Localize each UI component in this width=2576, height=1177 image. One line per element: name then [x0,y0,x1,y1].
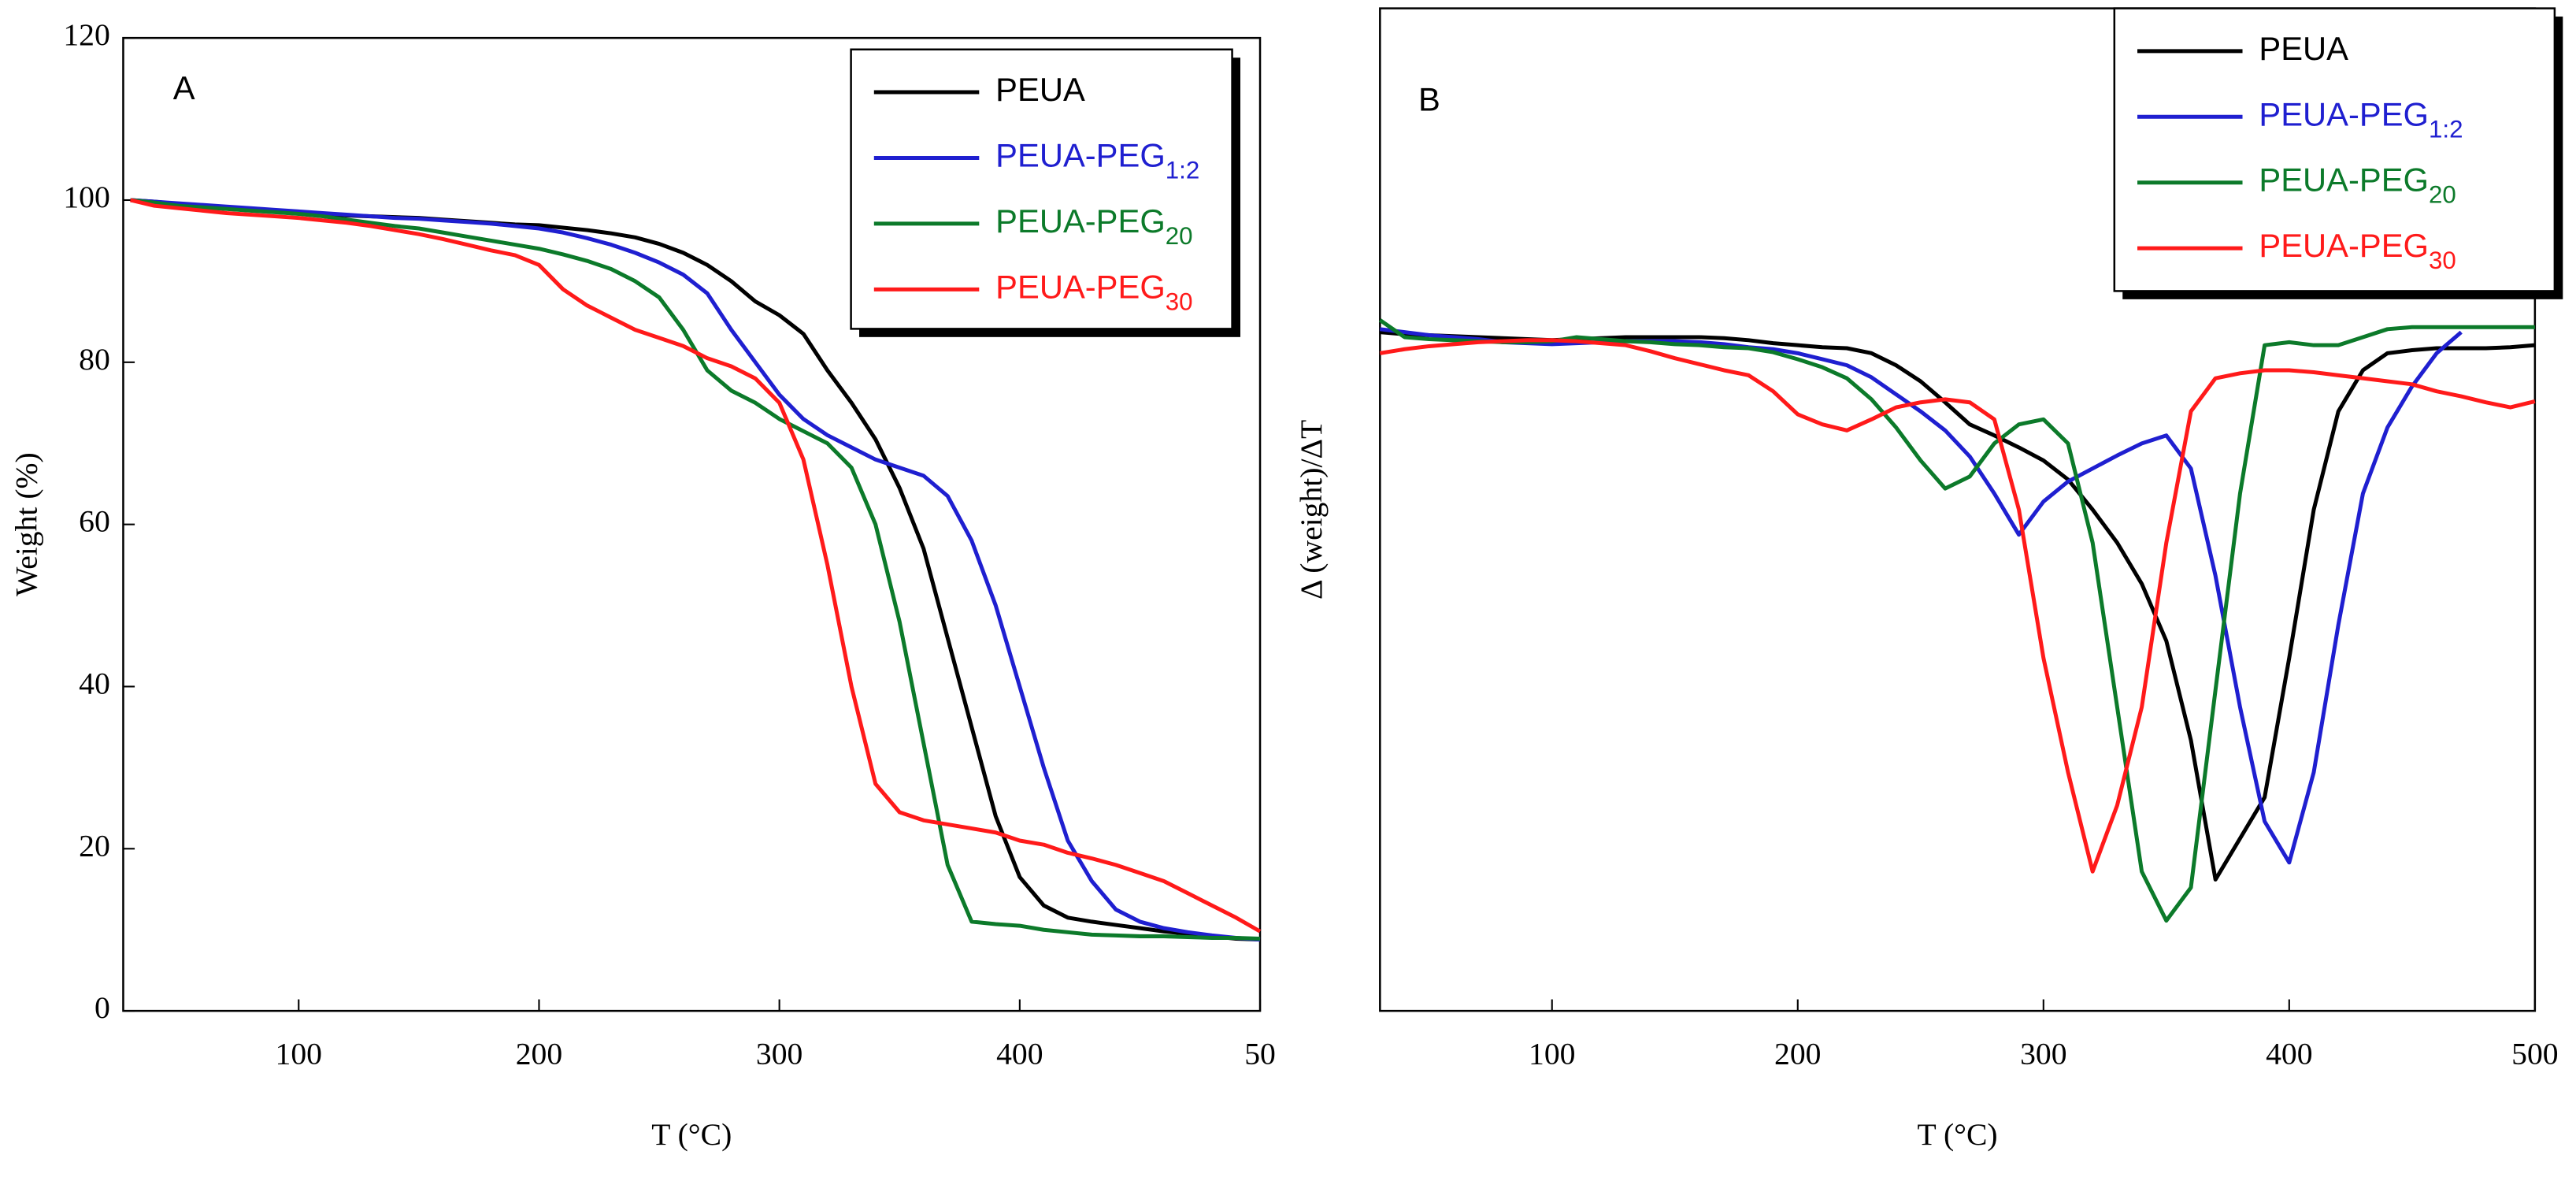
plot-frame [1379,7,2537,1012]
series-line [130,198,1261,942]
x-tick-label: 100 [1529,1037,1575,1071]
x-tick-label: 300 [2020,1037,2066,1071]
legend-box [2113,7,2556,292]
x-axis-label: T (°C) [1918,1117,1998,1152]
x-tick-label: 200 [1774,1037,1821,1071]
panel-label: A [173,69,195,106]
y-axis-label: Δ (weight)/ΔT [1294,420,1329,600]
legend-label: PEUA [2259,30,2348,67]
x-axis-label: T (°C) [651,1117,732,1152]
y-tick-label: 100 [63,180,109,214]
series-line [1380,330,2536,882]
y-tick-label: 60 [79,504,110,539]
x-tick-label: 300 [756,1037,802,1071]
legend-label: PEUA [995,71,1085,108]
legend-label: PEUA-PEG1:2 [2259,95,2463,143]
series-line [130,198,1262,934]
legend-label: PEUA-PEG20 [2259,162,2456,209]
y-tick-label: 80 [79,342,110,377]
x-tick-label: 400 [2266,1037,2312,1071]
legend-box [850,48,1233,330]
y-tick-label: 20 [79,828,110,863]
series-line [1378,318,2535,923]
legend-label: PEUA-PEG30 [995,268,1192,315]
x-tick-label: 500 [2511,1037,2558,1071]
y-tick-label: 0 [95,990,110,1025]
series-line [1380,327,2463,865]
legend-label: PEUA-PEG1:2 [995,136,1199,184]
y-axis-label: Weight (%) [9,452,44,596]
panel-label: B [1418,81,1440,118]
legend-label: PEUA-PEG30 [2259,227,2456,274]
series-line [1379,338,2536,874]
legend-label: PEUA-PEG20 [995,202,1192,250]
x-tick-label: 400 [996,1037,1043,1071]
x-tick-label: 100 [276,1037,322,1071]
y-tick-label: 120 [63,17,109,52]
x-tick-label: 50 [1244,1037,1276,1071]
y-tick-label: 40 [79,666,110,701]
x-tick-label: 200 [516,1037,562,1071]
